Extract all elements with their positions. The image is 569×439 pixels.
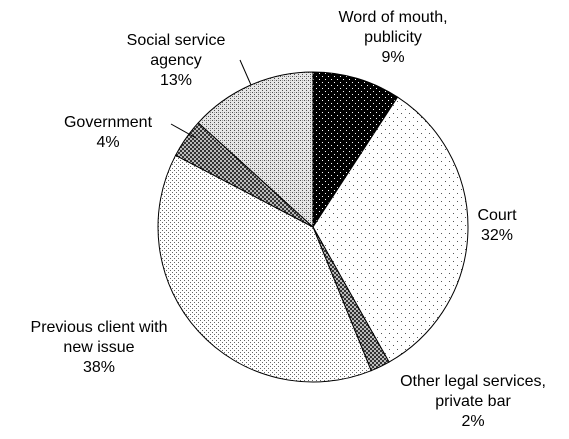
leader-line-social-service-agency — [239, 59, 252, 86]
slice-value-label: 32% — [480, 227, 514, 244]
slice-label-previous-client: Previous client with new issue 38% — [2, 318, 196, 378]
slice-label-line: Social service — [126, 32, 226, 49]
pie-slice-word-of-mouth — [312, 71, 399, 229]
slice-value-label: 2% — [461, 413, 485, 430]
slice-label-line: Word of mouth, — [338, 9, 448, 26]
slice-label-line: new issue — [63, 339, 135, 356]
slice-label-line: Other legal services, — [400, 373, 546, 390]
slice-label-other-legal-services: Other legal services, private bar 2% — [378, 372, 568, 432]
pie-slice-previous-client — [157, 154, 372, 383]
slice-value-label: 4% — [96, 134, 120, 151]
slice-label-line: publicity — [364, 29, 422, 46]
slice-label-word-of-mouth: Word of mouth, publicity 9% — [318, 8, 468, 68]
slice-label-government: Government 4% — [38, 113, 178, 153]
slice-label-court: Court 32% — [462, 206, 532, 246]
slice-label-line: private bar — [435, 393, 511, 410]
slice-value-label: 13% — [159, 72, 193, 89]
pie-slice-social-service-agency — [197, 71, 314, 229]
pie-slice-court — [312, 96, 469, 363]
slice-value-label: 38% — [82, 359, 116, 376]
leader-line-government — [170, 123, 197, 139]
slice-label-line: Previous client with — [30, 319, 168, 336]
slice-label-line: Government — [63, 114, 153, 131]
slice-label-line: agency — [150, 52, 202, 69]
slice-value-label: 9% — [381, 49, 405, 66]
slice-label-social-service-agency: Social service agency 13% — [96, 31, 256, 91]
slice-label-line: Court — [477, 207, 517, 224]
